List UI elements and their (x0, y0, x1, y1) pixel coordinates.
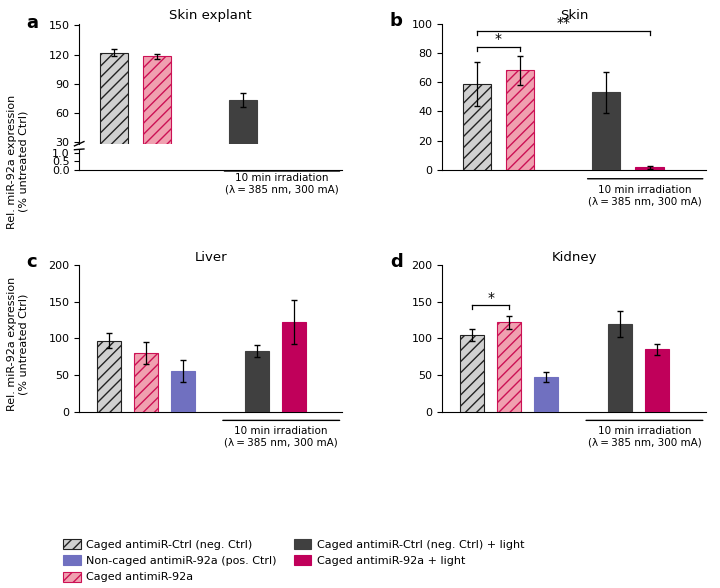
Text: Rel. miR-92a expression
(% untreated Ctrl): Rel. miR-92a expression (% untreated Ctr… (7, 277, 29, 411)
Text: 10 min irradiation
(λ = 385 nm, 300 mA): 10 min irradiation (λ = 385 nm, 300 mA) (588, 426, 701, 448)
Text: **: ** (557, 16, 570, 30)
Text: 10 min irradiation
(λ = 385 nm, 300 mA): 10 min irradiation (λ = 385 nm, 300 mA) (225, 173, 339, 195)
Bar (645, 349, 670, 412)
Bar (497, 322, 521, 412)
Bar (229, 100, 257, 171)
Bar (245, 351, 269, 412)
Text: 10 min irradiation
(λ = 385 nm, 300 mA): 10 min irradiation (λ = 385 nm, 300 mA) (588, 185, 702, 206)
Bar (506, 71, 534, 170)
Title: Skin: Skin (560, 9, 588, 22)
Bar (463, 83, 491, 170)
Bar (272, 166, 300, 171)
Text: *: * (487, 291, 494, 305)
Bar (460, 335, 484, 412)
Text: b: b (390, 12, 402, 30)
Text: a: a (27, 14, 39, 32)
Title: Skin explant: Skin explant (169, 9, 252, 22)
Title: Liver: Liver (194, 251, 227, 264)
Bar (134, 353, 158, 412)
Text: c: c (27, 253, 37, 272)
Bar (534, 377, 558, 412)
Text: *: * (495, 32, 502, 46)
Bar (608, 324, 632, 412)
Bar (99, 52, 127, 171)
Bar (96, 340, 121, 412)
Bar (282, 322, 306, 412)
Text: 10 min irradiation
(λ = 385 nm, 300 mA): 10 min irradiation (λ = 385 nm, 300 mA) (225, 426, 338, 448)
Bar (593, 92, 621, 170)
Text: d: d (390, 253, 402, 272)
Bar (171, 372, 195, 412)
Title: Kidney: Kidney (552, 251, 597, 264)
Text: Rel. miR-92a expression
(% untreated Ctrl): Rel. miR-92a expression (% untreated Ctr… (7, 95, 29, 229)
Legend: Caged antimiR-Ctrl (neg. Ctrl), Non-caged antimiR-92a (pos. Ctrl), Caged antimiR: Caged antimiR-Ctrl (neg. Ctrl), Non-cage… (63, 539, 524, 583)
Bar (143, 56, 171, 171)
Bar (636, 167, 664, 170)
